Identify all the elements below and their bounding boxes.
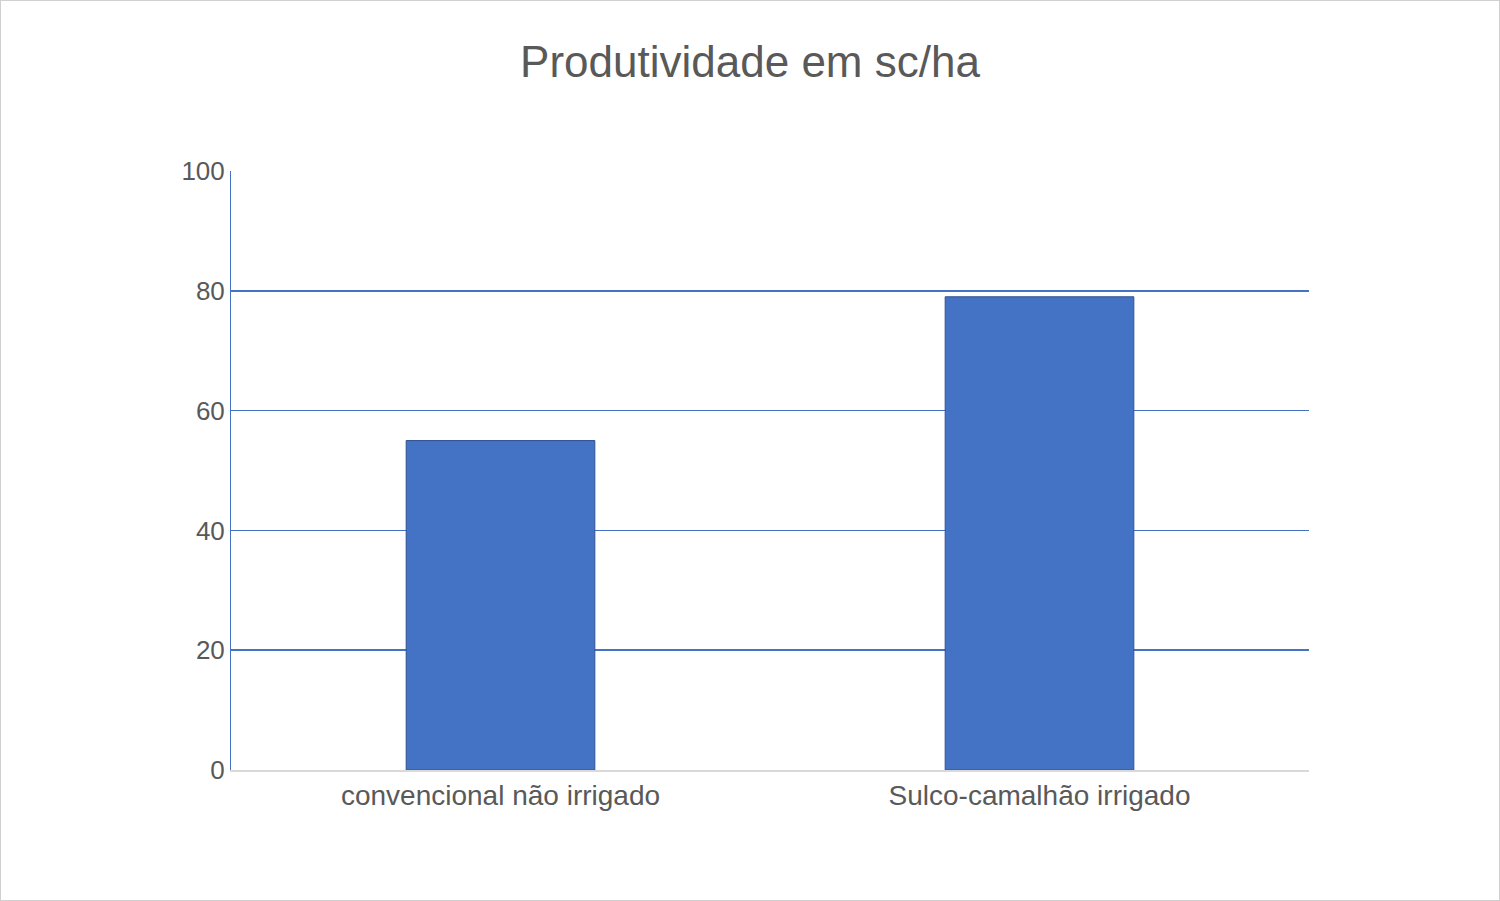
- svg-text:0: 0: [210, 755, 224, 785]
- svg-text:convencional não irrigado: convencional não irrigado: [341, 780, 660, 811]
- svg-text:60: 60: [196, 396, 225, 426]
- svg-text:80: 80: [196, 276, 225, 306]
- svg-text:Sulco-camalhão irrigado: Sulco-camalhão irrigado: [889, 780, 1191, 811]
- svg-text:Produtividade em sc/ha: Produtividade em sc/ha: [520, 37, 980, 86]
- svg-text:40: 40: [196, 516, 225, 546]
- svg-text:100: 100: [181, 156, 224, 186]
- svg-text:20: 20: [196, 635, 225, 665]
